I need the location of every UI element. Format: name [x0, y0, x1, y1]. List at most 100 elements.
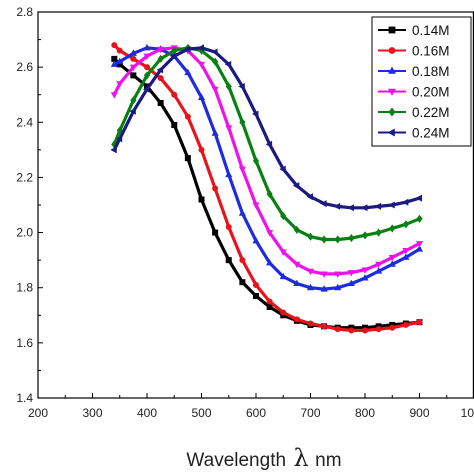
series-layer: [110, 42, 424, 334]
data-point-marker: [416, 214, 423, 223]
data-point-marker: [212, 229, 219, 236]
y-tick-label: 2.6: [16, 60, 33, 74]
data-point-marker: [375, 326, 382, 333]
data-point-marker: [347, 279, 355, 287]
y-tick-label: 2.0: [16, 226, 33, 240]
x-tick-label: 500: [191, 406, 211, 420]
data-point-marker: [211, 86, 219, 94]
series-0.20M: [110, 45, 424, 278]
x-tick-label: 800: [355, 406, 375, 420]
y-tick-label: 1.6: [16, 336, 33, 350]
data-point-marker: [279, 272, 287, 280]
y-tick-label: 1.4: [16, 391, 33, 405]
data-point-marker: [129, 107, 136, 115]
data-point-marker: [266, 298, 273, 305]
data-point-marker: [415, 194, 422, 202]
x-axis: 200 300 400 500 600 700 800 900 1000: [28, 393, 474, 420]
data-point-marker: [361, 204, 368, 212]
data-point-marker: [375, 228, 382, 237]
data-point-marker: [212, 185, 219, 192]
data-point-marker: [211, 48, 218, 56]
data-point-marker: [116, 126, 123, 135]
data-point-marker: [252, 281, 259, 288]
x-tick-label: 900: [409, 406, 429, 420]
data-point-marker: [333, 202, 341, 210]
x-axis-title: Wavelength λ nm: [186, 444, 341, 472]
data-point-marker: [129, 49, 137, 56]
data-point-marker: [170, 52, 177, 60]
legend-item: 0.22M: [378, 105, 450, 120]
data-point-marker: [320, 271, 328, 278]
data-point-marker: [252, 110, 259, 118]
data-point-marker: [279, 249, 287, 256]
x-tick-label: 200: [28, 406, 48, 420]
data-point-marker: [361, 327, 368, 334]
data-point-marker: [293, 316, 300, 323]
data-point-marker: [225, 224, 232, 231]
data-point-marker: [157, 46, 165, 54]
data-point-marker: [306, 283, 315, 291]
data-point-marker: [402, 220, 409, 229]
data-point-marker: [334, 283, 342, 291]
data-point-marker: [184, 68, 192, 76]
data-point-marker: [143, 53, 151, 61]
data-point-marker: [388, 260, 396, 267]
data-point-marker: [110, 60, 118, 67]
data-point-marker: [115, 135, 123, 143]
data-point-marker: [238, 166, 246, 174]
legend-label: 0.14M: [412, 23, 450, 38]
data-point-marker: [183, 45, 191, 53]
data-point-marker: [156, 66, 164, 74]
data-point-marker: [111, 42, 118, 49]
data-point-marker: [388, 107, 396, 117]
data-point-marker: [321, 235, 328, 244]
data-point-marker: [388, 66, 396, 74]
x-tick-label: 1000: [461, 406, 474, 420]
data-point-marker: [238, 209, 246, 216]
data-point-marker: [143, 71, 151, 80]
series-0.22M: [111, 43, 423, 244]
data-point-marker: [171, 91, 178, 98]
data-point-marker: [110, 92, 118, 99]
series-0.16M: [111, 42, 423, 334]
data-point-marker: [361, 267, 369, 274]
data-point-marker: [239, 118, 246, 127]
legend-box: [371, 16, 472, 147]
x-tick-label: 600: [246, 406, 266, 420]
data-point-marker: [306, 193, 313, 201]
data-point-marker: [116, 47, 123, 54]
data-point-marker: [252, 236, 260, 244]
data-point-marker: [116, 57, 124, 65]
data-point-marker: [225, 170, 233, 178]
data-point-marker: [375, 261, 383, 269]
data-point-marker: [416, 319, 423, 326]
data-point-marker: [347, 204, 354, 212]
data-point-marker: [143, 85, 150, 93]
data-point-marker: [197, 61, 206, 69]
data-point-marker: [374, 202, 382, 210]
data-point-marker: [110, 146, 117, 154]
legend-label: 0.16M: [412, 44, 450, 59]
data-point-marker: [266, 258, 274, 266]
data-point-marker: [347, 270, 355, 277]
data-point-marker: [157, 99, 164, 106]
legend-item: 0.18M: [378, 64, 450, 79]
data-point-marker: [265, 140, 273, 148]
data-point-marker: [157, 75, 164, 82]
data-point-marker: [197, 44, 204, 52]
data-point-marker: [334, 235, 341, 244]
data-point-marker: [361, 231, 369, 240]
data-point-marker: [130, 72, 137, 79]
y-tick-label: 2.8: [16, 5, 33, 19]
data-point-marker: [320, 200, 327, 208]
data-point-marker: [361, 274, 369, 281]
data-point-marker: [198, 146, 205, 153]
data-point-marker: [402, 253, 410, 260]
data-point-marker: [224, 60, 232, 68]
data-point-marker: [387, 128, 395, 137]
data-point-marker: [197, 93, 206, 100]
data-point-marker: [225, 257, 232, 264]
data-point-marker: [348, 327, 355, 334]
data-point-marker: [266, 189, 273, 199]
